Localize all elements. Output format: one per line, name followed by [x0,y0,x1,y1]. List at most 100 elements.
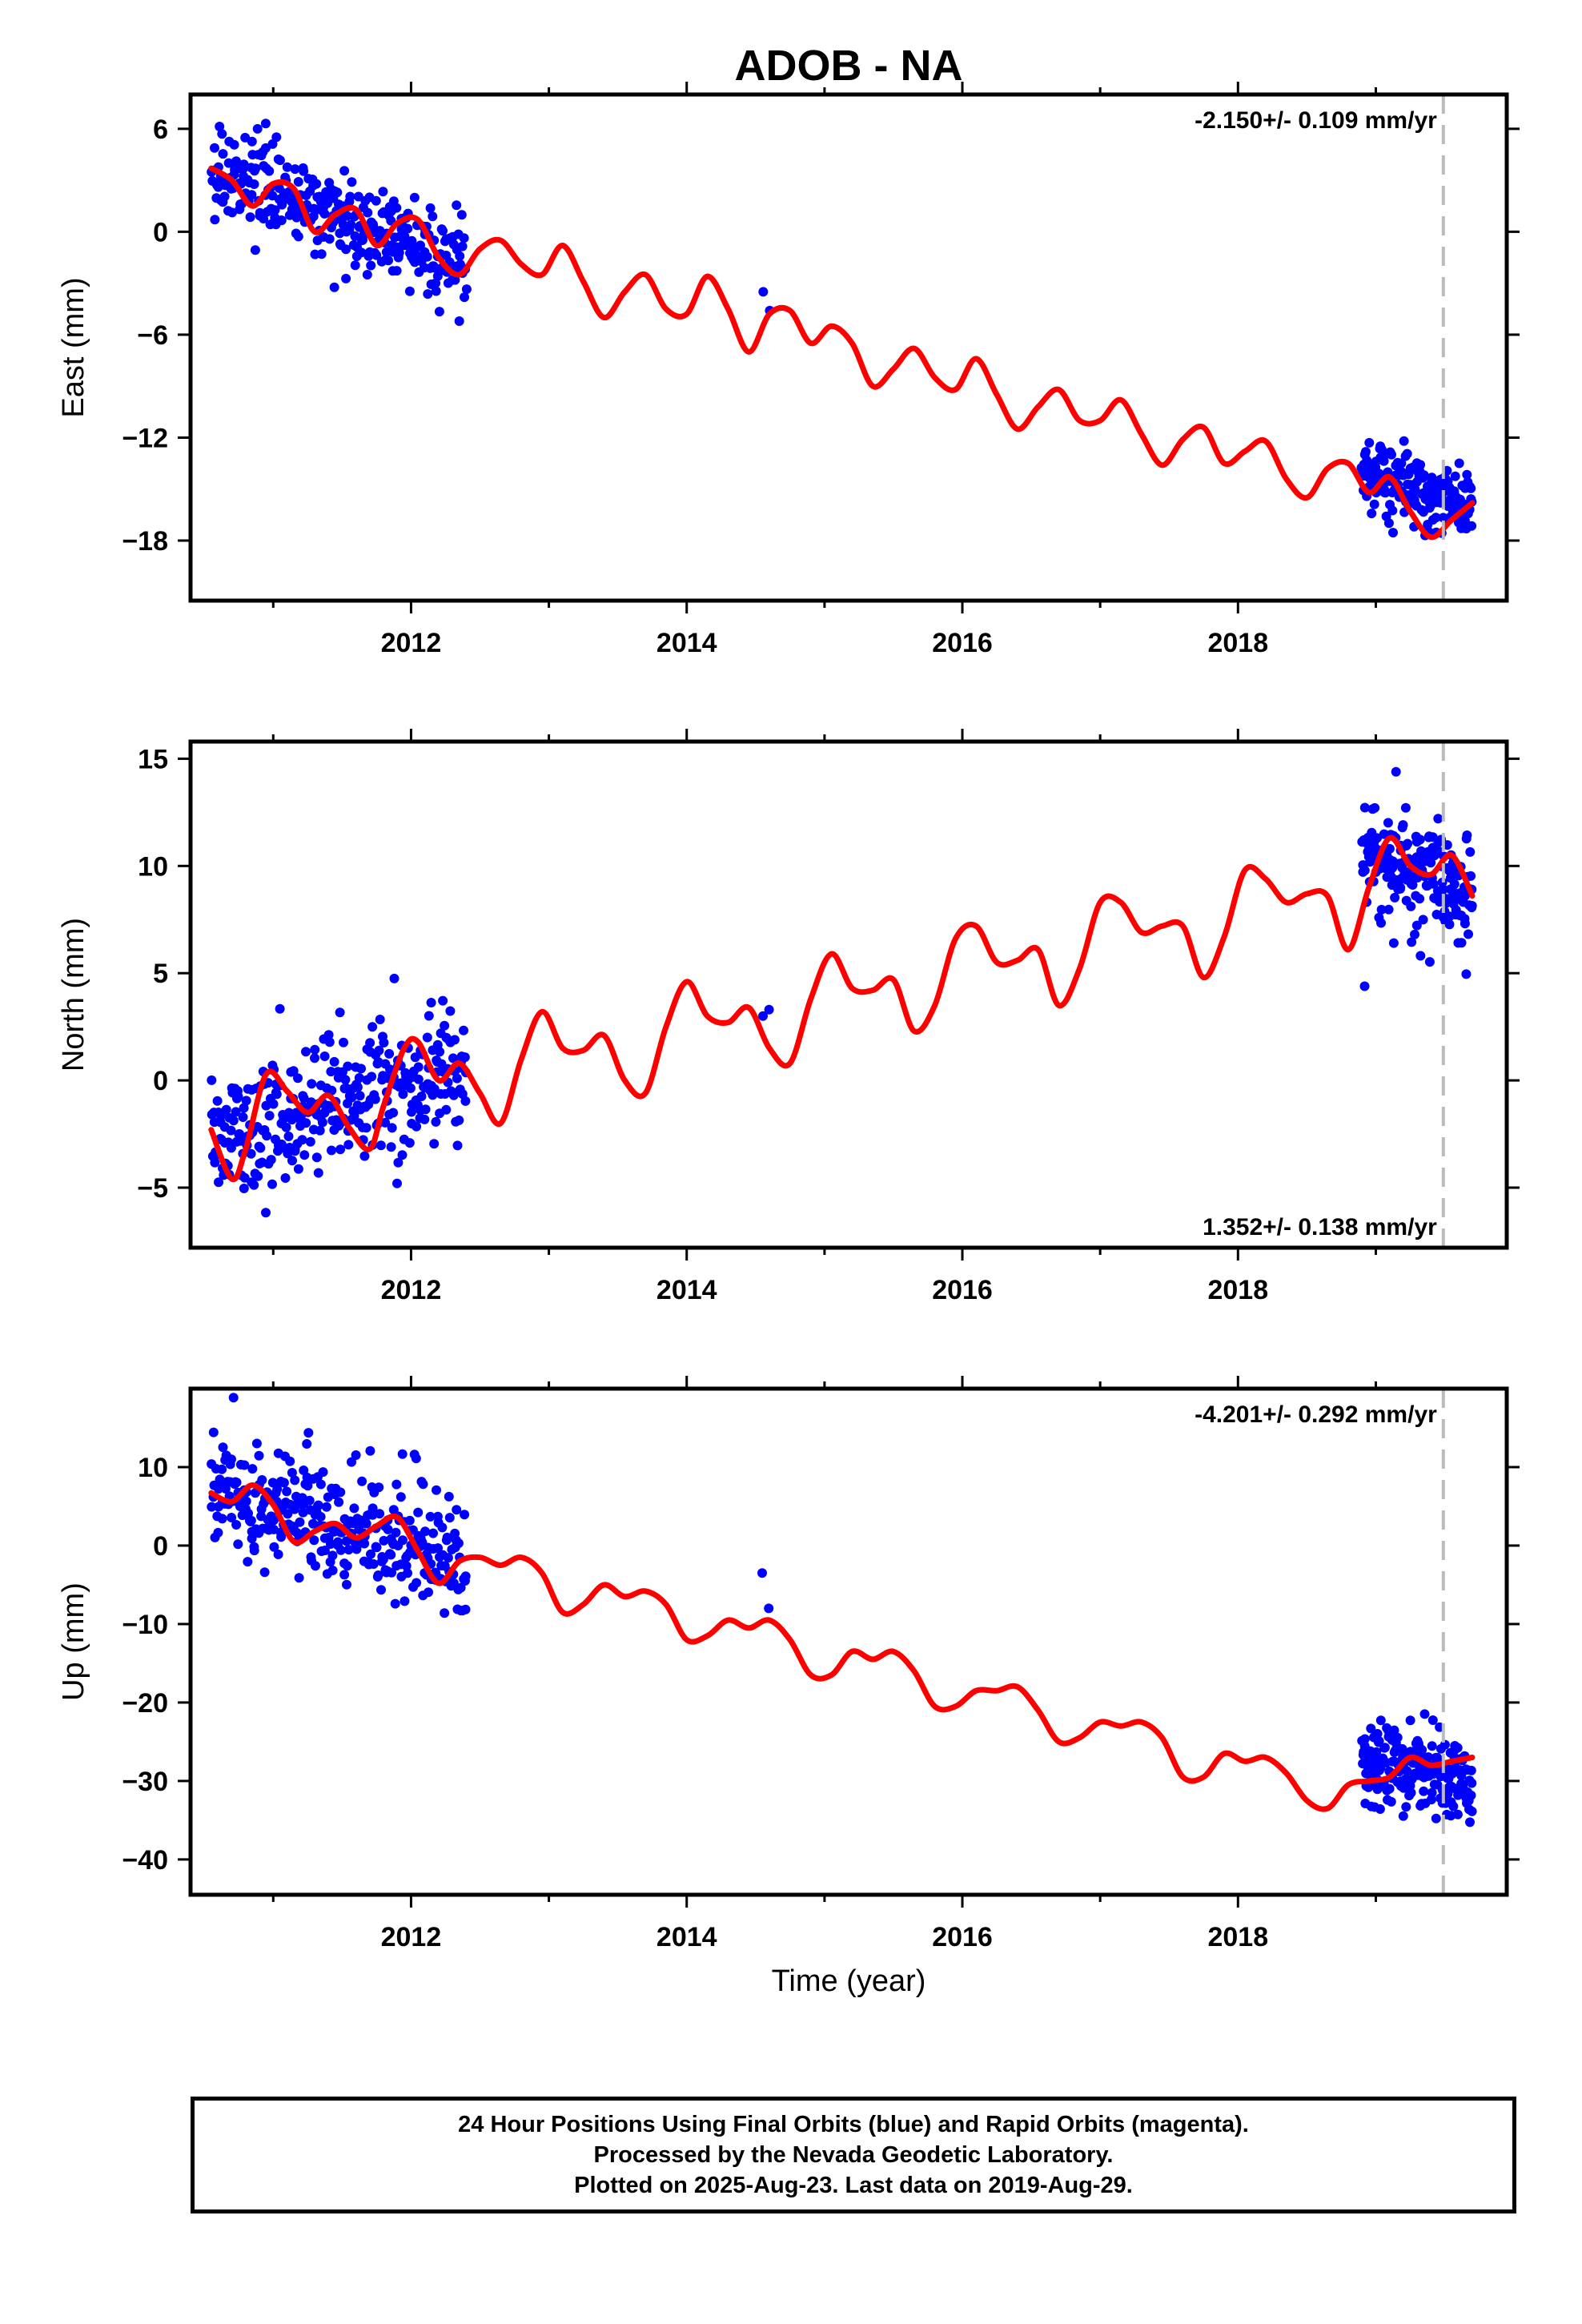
up-observation-point [208,1427,219,1437]
up-observation-point [411,1454,421,1464]
north-observation-point [329,1056,339,1067]
east-observation-point [371,250,382,260]
east-observation-point [210,143,219,153]
east-observation-point [299,166,309,176]
north-observation-point [280,1173,291,1183]
north-observation-point [210,1157,220,1168]
east-observation-point [425,203,436,213]
north-observation-point [266,1155,276,1165]
up-observation-point [285,1456,295,1466]
north-observation-point [324,1037,335,1047]
north-observation-point [287,1156,297,1166]
east-observation-point [1367,509,1377,519]
north-observation-point [1395,883,1405,894]
east-observation-point [319,208,330,219]
up-observation-point [1375,1715,1386,1726]
east-observation-point [324,234,335,244]
north-observation-point [304,1291,314,1301]
north-y-tick-label: 10 [138,851,168,882]
up-rate-annotation: -4.201+/- 0.292 mm/yr [1195,1401,1437,1428]
north-observation-point [315,1125,325,1136]
north-observation-point [440,1020,450,1031]
north-observation-point [288,1066,299,1076]
north-observation-point [221,1104,231,1115]
east-observation-point [423,289,433,300]
up-observation-point [249,1546,259,1556]
up-observation-point [282,1486,292,1497]
east-observation-point [452,200,462,211]
north-observation-point [335,1007,345,1018]
up-observation-point [365,1445,375,1456]
up-observation-point [1405,1715,1415,1726]
up-observation-point [343,1545,354,1555]
up-observation-point [443,1553,453,1563]
east-observation-point [438,226,448,236]
north-observation-point [268,1099,279,1109]
east-observation-point [1466,483,1476,493]
up-observation-point [400,1596,410,1606]
east-observation-point [758,287,769,297]
up-observation-point [391,1479,402,1490]
up-observation-point [757,1568,767,1578]
east-observation-point [1360,447,1371,457]
up-y-tick-label: −40 [122,1845,168,1876]
east-x-tick-label: 2014 [656,628,717,658]
north-observation-point [275,1003,285,1014]
up-observation-point [335,1487,346,1498]
north-observation-point [1411,920,1422,931]
east-observation-point [316,249,327,259]
north-y-tick-label: −5 [137,1173,168,1204]
up-observation-point [327,1550,338,1561]
north-observation-point [301,1118,311,1128]
up-observation-point [279,1478,289,1488]
north-observation-point [452,1073,462,1084]
up-observation-point [437,1522,448,1533]
east-observation-point [1387,449,1396,460]
east-x-tick-label: 2012 [381,628,442,658]
north-observation-point [290,1146,300,1156]
up-observation-point [290,1475,300,1486]
north-observation-point [301,1047,311,1057]
north-observation-point [454,1115,464,1125]
north-observation-point [1466,870,1476,881]
up-observation-point [246,1515,256,1526]
up-fit-line [208,1482,1476,1812]
north-observation-point [343,1061,353,1072]
up-observation-point [1419,1786,1429,1796]
up-observation-point [376,1585,386,1595]
up-observation-point [1375,1804,1385,1814]
up-observation-point [413,1507,424,1518]
north-y-tick-label: 5 [153,959,168,989]
north-observation-point [1460,891,1470,901]
east-observation-point [293,231,303,242]
up-observation-point [321,1502,331,1512]
north-observation-point [1359,865,1370,875]
north-observation-point [310,1053,319,1063]
north-plot-area [207,766,1477,1301]
north-x-tick-label: 2016 [932,1275,993,1305]
x-axis-label: Time (year) [772,1964,926,1998]
east-observation-point [239,159,249,170]
north-observation-point [214,1177,223,1188]
east-observation-point [219,191,230,202]
north-observation-point [1407,880,1418,890]
north-observation-point [307,1079,317,1089]
up-observation-point [386,1550,396,1560]
east-observation-points [207,119,1477,541]
up-observation-point [351,1450,361,1460]
up-observation-point [391,1527,401,1538]
up-observation-point [460,1604,471,1614]
up-observation-point [313,1500,323,1510]
north-observation-points [207,766,1477,1301]
north-observation-point [233,1086,243,1096]
north-x-tick-label: 2012 [381,1275,442,1305]
north-y-tick-label: 0 [153,1066,168,1096]
east-observation-point [457,241,468,251]
east-x-ticks [271,82,1377,613]
up-observation-point [269,1515,279,1526]
footer-line-2: Processed by the Nevada Geodetic Laborat… [593,2142,1114,2168]
east-observation-point [1410,485,1420,494]
up-observation-point [1452,1743,1463,1753]
north-observation-point [420,1114,430,1124]
up-observation-point [432,1485,441,1495]
